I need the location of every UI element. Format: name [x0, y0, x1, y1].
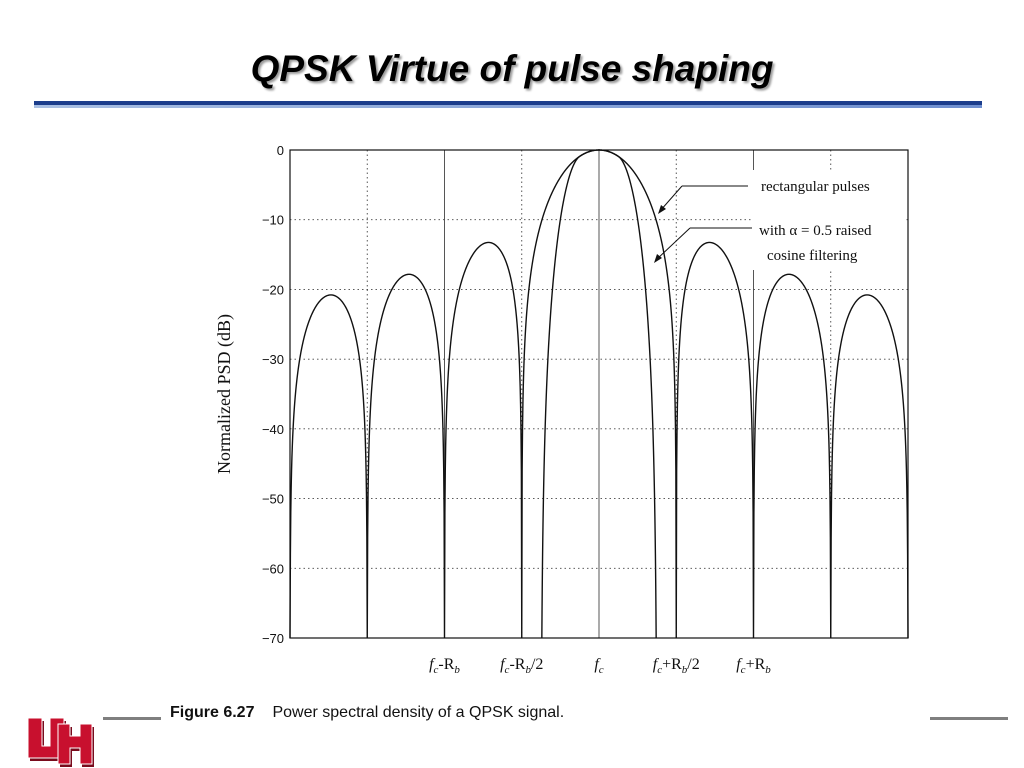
y-tick-label: −10 [262, 213, 284, 228]
caption-rule-right [930, 717, 1008, 720]
x-tick-label: fc-Rb/2 [500, 656, 543, 676]
psd-chart: 0 −10 −20 −30 −40 −50 −60 −70 fc-Rb fc-Rb/2 fc fc+… [214, 143, 909, 676]
y-axis-label: Normalized PSD (dB) [214, 314, 235, 474]
annotation-arrowhead-rc [654, 254, 662, 263]
y-tick-label: −20 [262, 282, 284, 297]
caption-rule-left [103, 717, 161, 720]
chart-annotations: rectangular pulses with α = 0.5 raised cos… [654, 170, 906, 270]
annotation-arrow-rect [659, 185, 683, 212]
y-tick-label: −40 [262, 422, 284, 437]
y-tick-label: −60 [262, 561, 284, 576]
x-tick-label: fc+Rb [736, 656, 771, 676]
logo-h [57, 723, 93, 765]
annotation-raised-cosine-line2: cosine filtering [767, 248, 858, 264]
figure-caption: Figure 6.27 Power spectral density of a Q… [170, 704, 564, 722]
uh-logo-mark [27, 717, 94, 767]
slide-title: QPSK Virtue of pulse shaping [250, 48, 774, 89]
logo-u [27, 717, 65, 759]
x-tick-label: fc [594, 656, 603, 676]
figure-label: Figure 6.27 [170, 704, 255, 721]
x-tick-label: fc-Rb [429, 656, 460, 676]
annotation-background [752, 170, 906, 270]
annotation-rectangular-pulses: rectangular pulses [761, 179, 870, 195]
title-divider-light [34, 105, 982, 108]
x-tick-labels: fc-Rb fc-Rb/2 fc fc+Rb/2 fc+Rb [429, 656, 771, 676]
y-tick-label: 0 [277, 143, 284, 158]
title-divider-dark [34, 101, 982, 105]
uh-logo [27, 717, 94, 767]
figure-caption-text: Power spectral density of a QPSK signal. [272, 704, 565, 721]
y-tick-label: −50 [262, 492, 284, 507]
title-divider [34, 101, 982, 109]
annotation-arrow-rc [655, 227, 691, 261]
plot-frame [289, 149, 909, 639]
annotation-raised-cosine-line1: with α = 0.5 raised [759, 223, 872, 239]
y-tick-label: −70 [262, 631, 284, 646]
y-tick-label: −30 [262, 352, 284, 367]
y-tick-labels: 0 −10 −20 −30 −40 −50 −60 −70 [262, 143, 284, 646]
x-tick-label: fc+Rb/2 [653, 656, 700, 676]
annotation-arrowhead-rect [658, 205, 666, 214]
